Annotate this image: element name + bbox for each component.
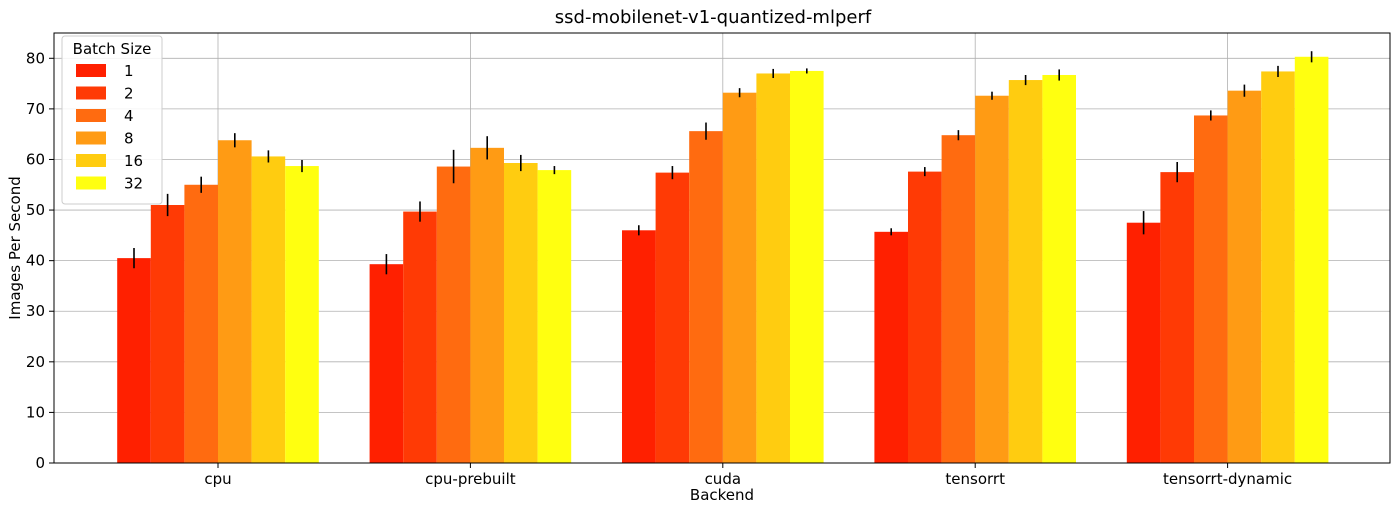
chart-title: ssd-mobilenet-v1-quantized-mlperf: [555, 7, 872, 28]
plot-frame: [53, 32, 1391, 464]
bar: [655, 172, 690, 463]
bar: [504, 163, 538, 463]
x-tick-label: tensorrt-dynamic: [1163, 470, 1292, 488]
legend-swatch: [76, 64, 106, 77]
bar: [285, 166, 319, 463]
bar: [790, 70, 824, 464]
legend-label: 32: [124, 175, 143, 193]
bar: [369, 264, 404, 463]
bar: [874, 231, 908, 463]
bar: [470, 147, 504, 463]
y-tick-label: 30: [26, 302, 45, 320]
legend: Batch Size 1 2 4 8 16 32: [61, 35, 163, 205]
bar: [941, 135, 976, 463]
bars: [117, 56, 1329, 464]
bar: [975, 95, 1009, 464]
legend-swatch: [76, 131, 106, 145]
x-tick-label: tensorrt: [945, 470, 1005, 488]
x-tick-label: cpu-prebuilt: [425, 470, 516, 488]
error-bars: [133, 51, 1313, 275]
legend-label: 2: [124, 85, 134, 103]
bar: [1294, 56, 1329, 464]
bar: [537, 170, 572, 463]
bar: [1008, 80, 1043, 463]
y-tick-label: 50: [26, 201, 45, 219]
bar: [150, 205, 185, 463]
legend-label: 16: [124, 152, 143, 170]
bar: [722, 92, 757, 463]
bar: [1160, 172, 1194, 463]
legend-swatch: [76, 154, 106, 167]
x-tick-label: cuda: [705, 470, 741, 488]
x-axis-ticks: cpu cpu-prebuilt cuda tensorrt tensorrt-dyna…: [204, 463, 1292, 488]
y-tick-label: 80: [26, 49, 45, 67]
legend-swatch: [76, 86, 106, 100]
bar: [756, 73, 790, 464]
y-tick-label: 70: [26, 100, 45, 118]
bar: [251, 156, 286, 463]
y-axis-ticks: 0 10 20 30 40 50 60 70 80: [26, 49, 54, 472]
x-tick-label: cpu: [204, 470, 231, 488]
legend-swatch: [76, 109, 106, 122]
legend-title: Batch Size: [73, 40, 152, 58]
bar: [1261, 71, 1295, 464]
bar: [218, 140, 252, 463]
bar: [117, 258, 151, 463]
y-tick-label: 0: [35, 454, 45, 472]
bar: [403, 211, 437, 463]
bar: [908, 171, 942, 464]
bar: [1194, 115, 1228, 463]
legend-label: 4: [124, 107, 134, 125]
y-tick-label: 60: [26, 150, 45, 168]
legend-label: 8: [124, 130, 134, 148]
bar: [689, 131, 723, 463]
bar: [436, 166, 471, 463]
legend-swatch: [76, 176, 106, 190]
y-tick-label: 40: [26, 252, 45, 270]
x-axis-label: Backend: [690, 486, 754, 504]
legend-label: 1: [124, 62, 134, 80]
y-axis-label: Images Per Second: [6, 176, 24, 319]
y-tick-label: 20: [26, 353, 45, 371]
y-tick-label: 10: [26, 403, 45, 421]
bar: [1126, 222, 1161, 463]
bar: [1227, 90, 1262, 463]
bar: [622, 230, 656, 463]
bar: [1042, 74, 1076, 464]
bar: [184, 184, 218, 463]
